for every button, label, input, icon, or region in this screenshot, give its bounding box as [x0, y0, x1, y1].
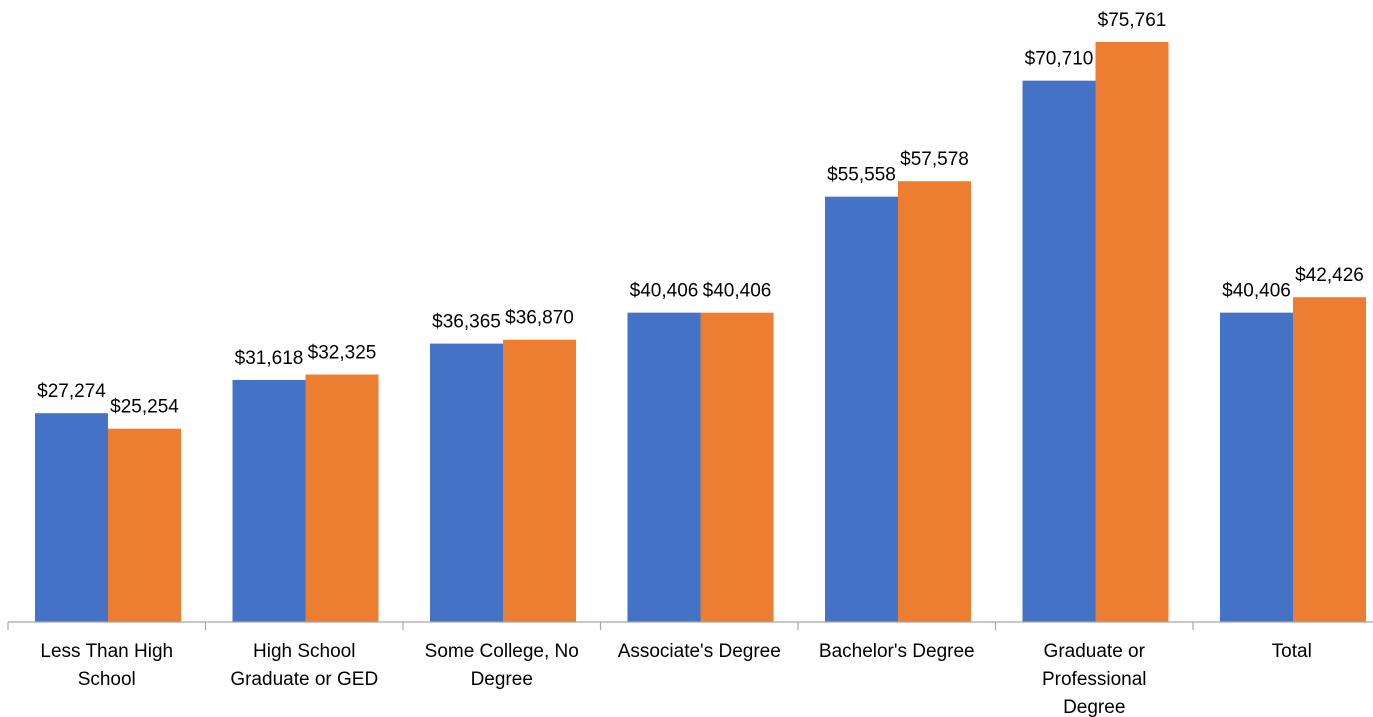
category-label-line: School — [78, 669, 136, 690]
category-label-line: Some College, No — [425, 641, 579, 662]
bar-series1-cat6 — [1022, 80, 1096, 623]
data-label: $36,870 — [505, 308, 574, 329]
bar-series2-cat2 — [305, 374, 379, 622]
category-label-line: High School — [253, 641, 355, 662]
category-label: Graduate or Professional Degree — [1042, 641, 1147, 717]
data-label: $32,325 — [308, 343, 377, 364]
bar-series2-cat6 — [1095, 42, 1169, 622]
category-label-line: Graduate or — [1044, 641, 1146, 662]
category-label: Associate's Degree — [618, 641, 781, 662]
data-label: $42,426 — [1295, 265, 1364, 286]
data-label: $31,618 — [235, 348, 304, 369]
bar-series1-cat2 — [232, 379, 306, 622]
category-label: Some College, No Degree — [425, 641, 579, 690]
bar-labels-group: $27,274$25,254 $31,618 $32,325 $36,365 $36,8… — [37, 10, 1364, 418]
bar-series2-cat7 — [1293, 297, 1366, 622]
bar-series1-cat4 — [627, 312, 701, 622]
category-label: High School Graduate or GED — [230, 641, 378, 690]
data-label: $57,578 — [900, 149, 969, 170]
category-label-line: Bachelor's Degree — [819, 641, 975, 662]
category-label-line: Degree — [471, 669, 533, 690]
data-label: $40,406 — [703, 281, 772, 302]
data-label: $55,558 — [827, 165, 896, 186]
data-label: $40,406 — [1222, 281, 1291, 302]
category-label: Total — [1272, 641, 1312, 662]
x-axis-ticks — [7, 622, 1194, 630]
bar-series2-cat5 — [898, 181, 971, 622]
bar-series2-cat4 — [700, 312, 774, 622]
category-label: Bachelor's Degree — [819, 641, 975, 662]
bar-series2-cat1 — [108, 428, 181, 622]
bar-series1-cat3 — [430, 343, 503, 622]
data-label: $70,710 — [1025, 49, 1094, 70]
bar-series1-cat7 — [1220, 312, 1293, 622]
category-labels-group: Less Than High School High School Graduate … — [40, 641, 1311, 717]
bars-group — [35, 42, 1366, 623]
data-label: $27,274 — [37, 381, 106, 402]
data-label: $75,761 — [1098, 10, 1167, 31]
bar-series1-cat5 — [825, 196, 898, 622]
bar-series1-cat1 — [35, 413, 108, 622]
category-label: Less Than High School — [40, 641, 173, 690]
data-label: $36,365 — [432, 312, 501, 333]
category-label-line: Graduate or GED — [230, 669, 378, 690]
category-label-line: Total — [1272, 641, 1312, 662]
category-label-line: Associate's Degree — [618, 641, 781, 662]
bar-series2-cat3 — [503, 339, 576, 622]
category-label-line: Professional — [1042, 669, 1147, 690]
data-label: $25,254 — [110, 397, 179, 418]
data-label: $40,406 — [630, 281, 699, 302]
category-label-line: Less Than High — [40, 641, 173, 662]
category-label-line: Degree — [1063, 697, 1125, 717]
